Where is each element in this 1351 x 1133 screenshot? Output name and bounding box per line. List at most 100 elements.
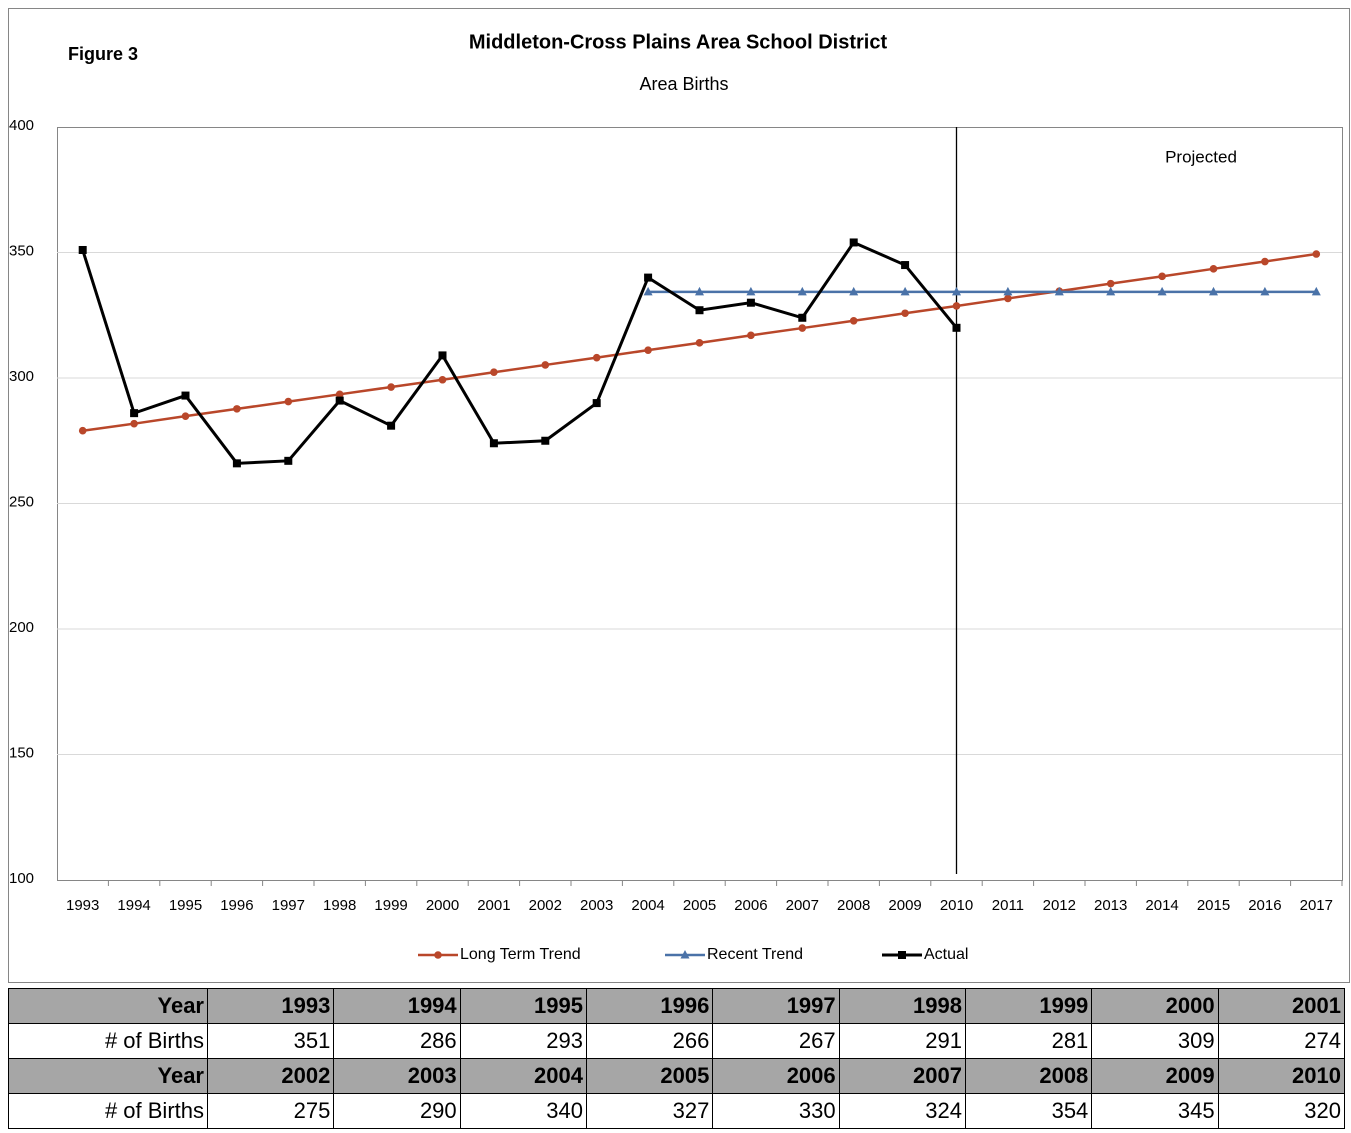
marker xyxy=(592,399,601,408)
chart-subtitle: Area Births xyxy=(639,74,728,94)
marker xyxy=(695,306,704,315)
x-tick-label: 2010 xyxy=(940,897,973,914)
x-tick-label: 1995 xyxy=(169,897,202,914)
legend-label: Recent Trend xyxy=(707,946,803,963)
table-cell: 267 xyxy=(712,1023,840,1059)
marker xyxy=(335,396,344,405)
legend-marker xyxy=(898,951,906,959)
marker xyxy=(695,286,704,296)
table-cell: 275 xyxy=(206,1093,335,1129)
marker xyxy=(1054,286,1064,296)
y-tick-label: 400 xyxy=(9,117,34,134)
marker xyxy=(952,323,961,332)
table-cell: 1999 xyxy=(964,988,1093,1024)
x-tick-label: 2014 xyxy=(1145,897,1178,914)
table-cell: 327 xyxy=(585,1093,714,1129)
table-cell: 290 xyxy=(333,1093,461,1129)
marker xyxy=(489,439,498,448)
table-cell: 291 xyxy=(838,1023,966,1059)
marker xyxy=(1004,294,1012,303)
x-tick-label: 1999 xyxy=(374,897,407,914)
y-tick-label: 200 xyxy=(9,619,34,636)
marker xyxy=(695,339,704,347)
x-tick-label: 2003 xyxy=(580,897,613,914)
table-cell: 1997 xyxy=(712,988,840,1024)
table-cell: 2010 xyxy=(1217,1058,1346,1094)
x-tick-label: 1998 xyxy=(323,897,356,914)
marker xyxy=(541,436,550,445)
table-cell: Year xyxy=(8,1058,208,1094)
x-tick-label: 2006 xyxy=(734,897,767,914)
table-cell: 324 xyxy=(838,1093,966,1129)
marker xyxy=(233,405,241,413)
table-cell: 1998 xyxy=(838,988,966,1024)
y-tick-label: 150 xyxy=(9,744,34,761)
marker xyxy=(232,459,241,468)
x-tick-label: 2000 xyxy=(426,897,459,914)
marker xyxy=(797,286,807,296)
table-cell: 266 xyxy=(585,1023,714,1059)
table-cell: 2002 xyxy=(206,1058,335,1094)
table-cell: 354 xyxy=(964,1093,1093,1129)
chart: Figure 3 Middleton-Cross Plains Area Sch… xyxy=(8,8,1350,983)
marker xyxy=(1158,272,1166,281)
table-cell: 1995 xyxy=(459,988,587,1024)
marker xyxy=(1106,286,1116,296)
x-tick-label: 1993 xyxy=(66,897,99,914)
marker xyxy=(335,390,344,399)
table-row: # of Births 351 286 293 266 267 291 281 309 274 xyxy=(8,1023,1346,1059)
table-cell: 1993 xyxy=(206,988,335,1024)
x-tick-label: 2011 xyxy=(992,897,1024,914)
table-cell: Year xyxy=(8,988,208,1024)
table-cell: 330 xyxy=(712,1093,840,1129)
marker xyxy=(952,302,961,310)
marker xyxy=(1311,286,1321,296)
marker xyxy=(387,383,395,391)
marker xyxy=(1209,286,1218,296)
legend-marker xyxy=(434,951,442,959)
x-tick-label: 2012 xyxy=(1043,897,1076,914)
table-row: # of Births 275 290 340 327 330 324 354 345 320 xyxy=(8,1093,1346,1129)
table-cell: 2008 xyxy=(964,1058,1093,1094)
marker xyxy=(746,286,756,296)
y-tick-label: 250 xyxy=(9,493,34,510)
annotation: Projected xyxy=(1165,147,1237,166)
marker xyxy=(849,316,858,325)
x-tick-label: 2016 xyxy=(1248,897,1281,914)
marker xyxy=(1260,286,1270,296)
marker xyxy=(181,412,190,420)
marker xyxy=(900,286,910,296)
series-line xyxy=(81,240,958,465)
marker xyxy=(746,298,755,307)
x-tick-label: 1997 xyxy=(272,897,305,914)
x-tick-label: 2004 xyxy=(631,897,664,914)
data-table: Year 1993 1994 1995 1996 1997 1998 1999 2000 2001… xyxy=(8,988,1346,1129)
x-tick-label: 1994 xyxy=(117,897,150,914)
marker xyxy=(130,409,139,418)
x-tick-label: 2007 xyxy=(786,897,819,914)
marker xyxy=(592,353,601,362)
table-row: Year 1993 1994 1995 1996 1997 1998 1999 2000 2001 xyxy=(8,988,1346,1024)
marker xyxy=(1157,286,1167,296)
y-tick-label: 100 xyxy=(9,870,34,887)
marker xyxy=(644,346,652,354)
marker xyxy=(490,368,498,377)
legend-label: Actual xyxy=(924,946,968,963)
table-cell: 309 xyxy=(1091,1023,1219,1059)
marker xyxy=(849,238,858,247)
x-tick-label: 1996 xyxy=(220,897,253,914)
x-tick-label: 2017 xyxy=(1300,897,1333,914)
marker xyxy=(901,309,909,318)
table-cell: 281 xyxy=(964,1023,1093,1059)
legend-label: Long Term Trend xyxy=(460,946,581,963)
marker xyxy=(78,426,87,435)
y-tick-label: 350 xyxy=(9,242,34,259)
table-cell: 351 xyxy=(206,1023,335,1059)
marker xyxy=(130,419,138,428)
table-cell: 2005 xyxy=(585,1058,714,1094)
marker xyxy=(798,324,807,332)
table-cell: # of Births xyxy=(8,1093,208,1129)
marker xyxy=(644,273,653,282)
table-cell: 286 xyxy=(333,1023,461,1059)
